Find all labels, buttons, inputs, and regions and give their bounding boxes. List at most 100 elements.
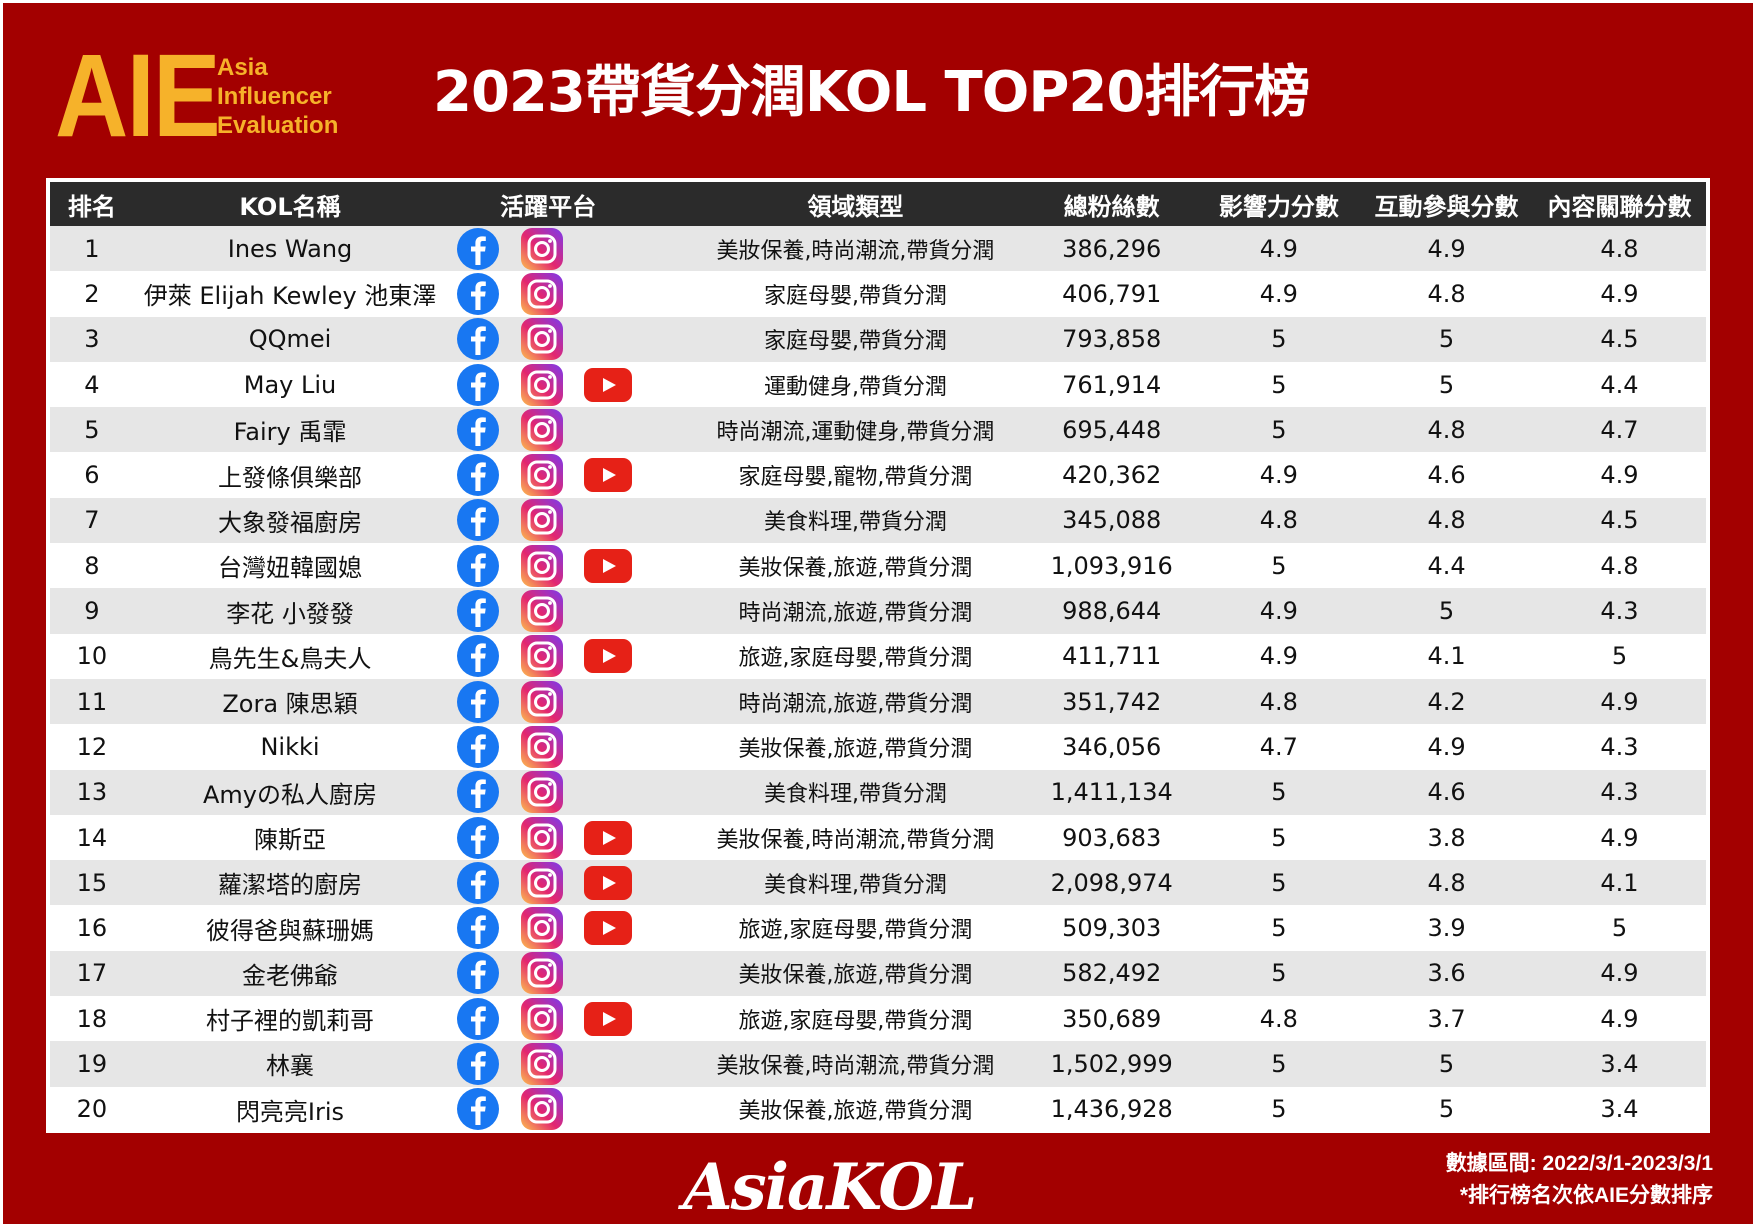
- rank-cell: 11: [76, 687, 108, 716]
- table-row: 8 台灣妞韓國媳 美妝保養,旅遊,帶貨分潤 1,093,916 5 4.4 4.8: [50, 543, 1706, 589]
- rank-cell: 13: [76, 778, 108, 807]
- kol-name-cell: 閃亮亮Iris: [235, 1097, 345, 1126]
- facebook-icon: [457, 907, 500, 950]
- domain-cell: 美食料理,帶貨分潤: [763, 782, 947, 808]
- rank-cell: 14: [76, 823, 108, 852]
- fans-cell: 411,711: [1062, 642, 1162, 671]
- influence-cell: 4.8: [1259, 687, 1298, 716]
- influence-cell: 4.8: [1259, 1004, 1298, 1033]
- table-row: 17 金老佛爺 美妝保養,旅遊,帶貨分潤 582,492 5 3.6 4.9: [50, 950, 1706, 997]
- domain-cell: 運動健身,帶貨分潤: [763, 374, 947, 400]
- header-platforms: 活躍平台: [500, 192, 597, 221]
- engagement-cell: 4.6: [1427, 461, 1466, 490]
- relevance-cell: 4.3: [1600, 732, 1639, 761]
- table-header-row: 排名 KOL名稱 活躍平台 領域類型 總粉絲數 影響力分數 互動參與分數 內容關…: [50, 182, 1706, 226]
- engagement-cell: 4.8: [1427, 506, 1466, 535]
- influence-cell: 4.7: [1259, 732, 1298, 761]
- youtube-icon: [584, 548, 633, 583]
- table-row: 2 伊萊 Elijah Kewley 池東澤 家庭母嬰,帶貨分潤 406,791 4.9…: [50, 271, 1706, 317]
- influence-cell: 5: [1271, 778, 1287, 807]
- fans-cell: 793,858: [1062, 325, 1162, 354]
- table-row: 9 李花 小發發 時尚潮流,旅遊,帶貨分潤 988,644 4.9 5 4.3: [50, 588, 1706, 634]
- facebook-icon: [457, 1088, 500, 1131]
- influence-cell: 5: [1271, 1049, 1287, 1078]
- engagement-cell: 5: [1438, 1095, 1455, 1124]
- rank-cell: 1: [84, 234, 100, 263]
- facebook-icon: [457, 499, 500, 542]
- rank-cell: 12: [76, 732, 108, 761]
- platforms-cell: [446, 226, 685, 271]
- kol-name-cell: 李花 小發發: [226, 599, 354, 628]
- domain-cell: 美食料理,帶貨分潤: [763, 510, 947, 536]
- influence-cell: 5: [1271, 370, 1287, 399]
- kol-name-cell: 林襄: [266, 1052, 314, 1081]
- fans-cell: 351,742: [1062, 687, 1162, 716]
- table-row: 5 Fairy 禹霏 時尚潮流,運動健身,帶貨分潤 695,448 5 4.8 4.7: [50, 407, 1706, 453]
- youtube-icon: [584, 367, 633, 402]
- instagram-icon: [521, 952, 564, 995]
- data-range-note: 數據區間: 2022/3/1-2023/3/1: [1445, 1152, 1713, 1175]
- fans-cell: 346,056: [1062, 732, 1162, 761]
- domain-cell: 旅遊,家庭母嬰,帶貨分潤: [738, 1008, 973, 1034]
- table-row: 4 May Liu 運動健身,帶貨分潤 761,914 5 5 4.4: [50, 361, 1706, 408]
- domain-cell: 旅遊,家庭母嬰,帶貨分潤: [738, 918, 973, 944]
- header-relevance: 內容關聯分數: [1547, 192, 1692, 221]
- relevance-cell: 4.3: [1600, 597, 1639, 626]
- rank-cell: 16: [76, 914, 108, 943]
- facebook-icon: [457, 318, 500, 361]
- facebook-icon: [457, 454, 500, 497]
- engagement-cell: 4.9: [1427, 732, 1466, 761]
- influence-cell: 4.8: [1259, 506, 1298, 535]
- kol-name-cell: 陳斯亞: [254, 826, 326, 854]
- relevance-cell: 3.4: [1600, 1095, 1639, 1124]
- table-row: 12 Nikki 美妝保養,旅遊,帶貨分潤 346,056 4.7 4.9 4.3: [50, 724, 1706, 770]
- fans-cell: 350,689: [1062, 1004, 1162, 1033]
- rank-cell: 2: [84, 279, 100, 308]
- ranking-table: 排名 KOL名稱 活躍平台 領域類型 總粉絲數 影響力分數 互動參與分數 內容關…: [50, 182, 1706, 1132]
- table-row: 13 Amyの私人廚房 美食料理,帶貨分潤 1,411,134 5 4.6 4.3: [50, 769, 1706, 815]
- instagram-icon: [521, 363, 564, 406]
- domain-cell: 時尚潮流,運動健身,帶貨分潤: [716, 419, 995, 445]
- platforms-cell: [446, 407, 685, 452]
- domain-cell: 美妝保養,時尚潮流,帶貨分潤: [716, 1053, 995, 1079]
- influence-cell: 5: [1271, 551, 1287, 580]
- youtube-icon: [584, 820, 633, 855]
- relevance-cell: 4.9: [1600, 1004, 1639, 1033]
- facebook-icon: [457, 680, 500, 723]
- instagram-icon: [521, 680, 564, 723]
- facebook-icon: [457, 635, 500, 678]
- logo-line-2: Influencer: [217, 83, 332, 110]
- facebook-icon: [457, 227, 500, 270]
- kol-name-cell: 鳥先生&鳥夫人: [208, 644, 372, 673]
- table-row: 6 上發條俱樂部 家庭母嬰,寵物,帶貨分潤 420,362 4.9 4.6 4.9: [50, 452, 1706, 498]
- table-row: 11 Zora 陳思穎 時尚潮流,旅遊,帶貨分潤 351,742 4.8 4.2 4.9: [50, 678, 1706, 725]
- instagram-icon: [521, 544, 564, 587]
- platforms-cell: [446, 498, 685, 543]
- influence-cell: 5: [1271, 914, 1287, 943]
- influence-cell: 4.9: [1259, 642, 1298, 671]
- platforms-cell: [446, 543, 685, 588]
- instagram-icon: [521, 771, 564, 814]
- facebook-icon: [457, 408, 500, 451]
- domain-cell: 美妝保養,旅遊,帶貨分潤: [738, 736, 973, 762]
- table-row: 18 村子裡的凱莉哥 旅遊,家庭母嬰,帶貨分潤 350,689 4.8 3.7 4.9: [50, 996, 1706, 1042]
- engagement-cell: 4.6: [1427, 778, 1466, 807]
- fans-cell: 582,492: [1062, 959, 1162, 988]
- relevance-cell: 4.9: [1600, 279, 1639, 308]
- kol-name-cell: 上發條俱樂部: [218, 463, 362, 492]
- youtube-icon: [584, 911, 633, 946]
- instagram-icon: [521, 318, 564, 361]
- facebook-icon: [457, 861, 500, 904]
- instagram-icon: [521, 590, 564, 633]
- facebook-icon: [457, 771, 500, 814]
- influence-cell: 5: [1271, 868, 1287, 897]
- rank-cell: 15: [76, 868, 108, 897]
- kol-name-cell: 蘿潔塔的廚房: [218, 871, 362, 900]
- instagram-icon: [521, 635, 564, 678]
- table-row: 15 蘿潔塔的廚房 美食料理,帶貨分潤 2,098,974 5 4.8 4.1: [50, 860, 1706, 906]
- platforms-cell: [446, 317, 685, 362]
- kol-name-cell: 彼得爸與蘇珊媽: [206, 916, 374, 945]
- youtube-icon: [584, 1001, 633, 1036]
- platforms-cell: [446, 634, 685, 679]
- platforms-cell: [446, 452, 685, 497]
